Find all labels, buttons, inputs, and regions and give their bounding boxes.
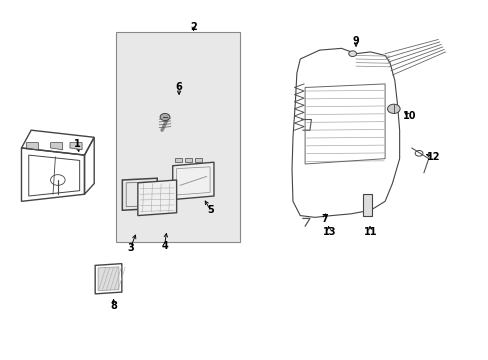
Text: 11: 11	[363, 226, 377, 237]
Polygon shape	[70, 143, 82, 150]
Polygon shape	[50, 143, 62, 150]
Bar	[194, 158, 202, 162]
Text: 10: 10	[402, 111, 415, 121]
Text: 4: 4	[161, 241, 167, 251]
Text: 2: 2	[190, 22, 197, 32]
Polygon shape	[172, 162, 214, 199]
Bar	[184, 158, 192, 162]
Circle shape	[160, 113, 169, 121]
Text: 13: 13	[322, 226, 335, 237]
Circle shape	[348, 51, 356, 57]
Circle shape	[386, 104, 399, 113]
Bar	[175, 158, 182, 162]
Text: 9: 9	[352, 36, 359, 46]
Polygon shape	[363, 194, 371, 216]
Polygon shape	[138, 180, 176, 216]
Text: 5: 5	[207, 205, 213, 215]
Polygon shape	[26, 143, 39, 150]
Text: 6: 6	[175, 82, 182, 93]
Text: 3: 3	[127, 243, 134, 253]
Text: 8: 8	[110, 301, 117, 311]
Text: 1: 1	[74, 139, 81, 149]
Text: 12: 12	[426, 152, 439, 162]
Bar	[116, 32, 239, 242]
Text: 7: 7	[321, 214, 327, 224]
Polygon shape	[98, 267, 119, 291]
